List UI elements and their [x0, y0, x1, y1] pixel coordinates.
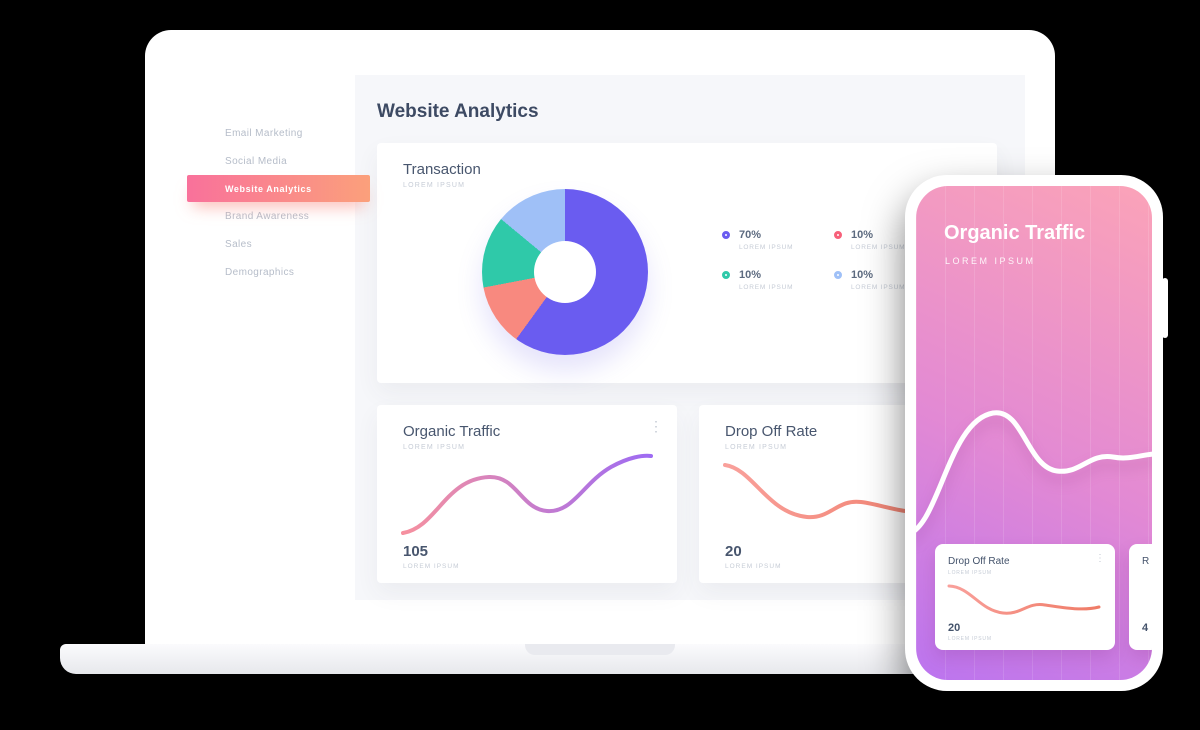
- phone-side-button: [1162, 278, 1168, 338]
- organic-line-chart: [401, 453, 653, 535]
- legend-ring-red-icon: [834, 231, 842, 239]
- legend-item-purple: 70% LOREM IPSUM: [722, 229, 834, 251]
- phone-mockup: Organic Traffic LOREM IPSUM Drop Off Rat…: [905, 175, 1168, 691]
- phone-organic-line-chart: [916, 410, 1152, 533]
- phone-page-subtitle: LOREM IPSUM: [945, 256, 1036, 266]
- transaction-subtitle: LOREM IPSUM: [403, 182, 466, 189]
- phone-second-card: R 4: [1129, 544, 1152, 650]
- legend-value: 70%: [739, 229, 762, 241]
- sidebar-item-brand-awareness[interactable]: Brand Awareness: [225, 210, 310, 222]
- organic-stat-label: LOREM IPSUM: [403, 563, 460, 570]
- phone-dropoff-mini-chart: [947, 584, 1101, 615]
- transaction-donut-chart: [482, 189, 648, 355]
- sidebar-item-website-analytics[interactable]: Website Analytics: [187, 175, 370, 202]
- organic-card-header: Organic Traffic LOREM IPSUM: [403, 423, 500, 451]
- phone-second-card-value: 4: [1142, 622, 1149, 634]
- legend-label: LOREM IPSUM: [739, 284, 794, 291]
- legend-ring-blue-icon: [834, 271, 842, 279]
- sidebar-item-sales[interactable]: Sales: [225, 238, 253, 250]
- dropoff-subtitle: LOREM IPSUM: [725, 444, 788, 451]
- transaction-card-header: Transaction LOREM IPSUM: [403, 161, 481, 189]
- sidebar-item-demographics[interactable]: Demographics: [225, 266, 295, 278]
- organic-title: Organic Traffic: [403, 423, 501, 440]
- legend-text: 10% LOREM IPSUM: [851, 229, 905, 251]
- sidebar-item-email-marketing[interactable]: Email Marketing: [225, 127, 303, 139]
- phone-second-card-title: R: [1142, 556, 1150, 567]
- dropoff-title: Drop Off Rate: [725, 423, 818, 440]
- laptop-notch: [525, 644, 675, 655]
- dashboard: Email Marketing Social Media Website Ana…: [175, 75, 1025, 600]
- phone-dropoff-value-label: LOREM IPSUM: [948, 636, 992, 642]
- legend-label: LOREM IPSUM: [851, 244, 906, 251]
- transaction-card: Transaction LOREM IPSUM 70% LOREM IPSUM: [377, 143, 997, 383]
- legend-text: 70% LOREM IPSUM: [739, 229, 793, 251]
- organic-stat-value: 105: [403, 543, 429, 560]
- dropoff-card-header: Drop Off Rate LOREM IPSUM: [725, 423, 817, 451]
- legend-item-red: 10% LOREM IPSUM: [834, 229, 946, 251]
- organic-subtitle: LOREM IPSUM: [403, 444, 466, 451]
- dropoff-stat: 20 LOREM IPSUM: [725, 543, 782, 570]
- legend-ring-purple-icon: [722, 231, 730, 239]
- phone-dropoff-subtitle: LOREM IPSUM: [948, 570, 992, 576]
- legend-value: 10%: [851, 269, 874, 281]
- phone-screen: Organic Traffic LOREM IPSUM Drop Off Rat…: [916, 186, 1152, 680]
- legend-value: 10%: [851, 229, 874, 241]
- legend-ring-teal-icon: [722, 271, 730, 279]
- phone-dropoff-title: Drop Off Rate: [948, 556, 1010, 567]
- legend-label: LOREM IPSUM: [851, 284, 906, 291]
- transaction-legend: 70% LOREM IPSUM 10% LOREM IPSUM: [722, 229, 946, 291]
- organic-stat: 105 LOREM IPSUM: [403, 543, 460, 570]
- phone-cards-row: Drop Off Rate LOREM IPSUM ⋮ 20 LOREM IPS…: [935, 544, 1152, 650]
- sidebar-item-social-media[interactable]: Social Media: [225, 155, 288, 167]
- phone-dropoff-card: Drop Off Rate LOREM IPSUM ⋮ 20 LOREM IPS…: [935, 544, 1115, 650]
- dropoff-stat-label: LOREM IPSUM: [725, 563, 782, 570]
- legend-item-blue: 10% LOREM IPSUM: [834, 269, 946, 291]
- dropoff-stat-value: 20: [725, 543, 742, 560]
- phone-page-title: Organic Traffic: [944, 222, 1086, 244]
- organic-traffic-card: Organic Traffic LOREM IPSUM ⋮: [377, 405, 677, 583]
- transaction-title: Transaction: [403, 161, 481, 178]
- legend-item-teal: 10% LOREM IPSUM: [722, 269, 834, 291]
- legend-text: 10% LOREM IPSUM: [851, 269, 905, 291]
- legend-label: LOREM IPSUM: [739, 244, 794, 251]
- kebab-menu-icon[interactable]: ⋮: [1095, 553, 1105, 564]
- page-title: Website Analytics: [377, 101, 539, 122]
- sidebar: Email Marketing Social Media Website Ana…: [175, 75, 370, 600]
- phone-dropoff-value: 20: [948, 622, 961, 634]
- legend-text: 10% LOREM IPSUM: [739, 269, 793, 291]
- legend-value: 10%: [739, 269, 762, 281]
- kebab-menu-icon[interactable]: ⋮: [649, 418, 663, 434]
